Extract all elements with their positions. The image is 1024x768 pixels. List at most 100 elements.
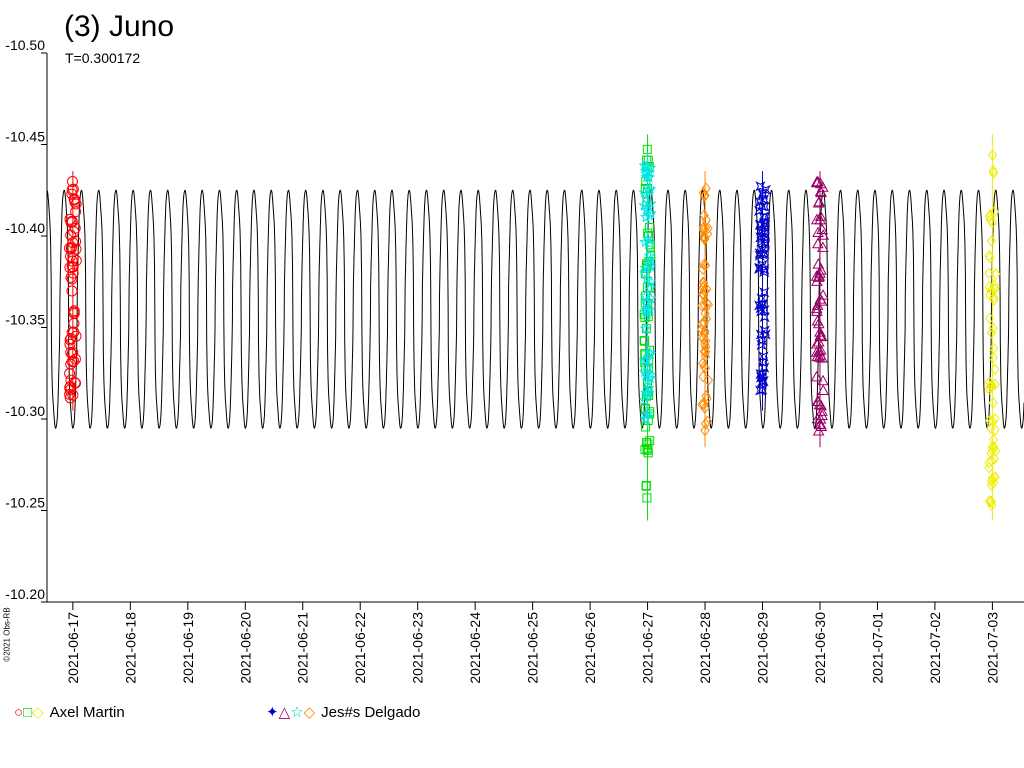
data-series [638, 152, 657, 429]
data-point [641, 481, 651, 491]
model-curve [46, 189, 1024, 429]
ticks-layer: -10.50 -10.45 -10.40 -10.35 -10.30 -10.25 -10.… [5, 37, 1000, 684]
data-point [699, 317, 709, 329]
legend-diamond-icon: ◇ [32, 704, 44, 721]
data-point [643, 249, 656, 261]
legend-item-axel: ○□◇ Axel Martin [14, 703, 125, 722]
data-point [812, 237, 824, 249]
data-point [817, 384, 830, 395]
data-point [66, 273, 78, 285]
x-tick-label: 2021-06-30 [812, 612, 828, 684]
data-point [699, 258, 709, 271]
x-tick-label: 2021-07-03 [984, 612, 1000, 684]
data-point [988, 342, 999, 355]
data-point [699, 345, 709, 358]
legend-star4-icon: ✦ [266, 704, 279, 721]
x-tick-label: 2021-06-20 [237, 612, 253, 684]
x-tick-label: 2021-06-22 [352, 612, 368, 684]
data-point [66, 188, 78, 200]
data-point [814, 418, 827, 429]
data-point [760, 329, 771, 340]
data-point [640, 295, 653, 307]
data-point [645, 436, 655, 446]
y-tick-label: -10.25 [5, 495, 45, 511]
data-point [639, 335, 649, 345]
data-point [989, 279, 1000, 292]
data-point [810, 305, 823, 316]
data-point [701, 390, 711, 402]
data-point [703, 222, 713, 235]
data-point [641, 307, 654, 319]
data-series [64, 171, 82, 411]
x-tick-label: 2021-06-27 [640, 612, 656, 684]
model-curve-layer [46, 189, 1024, 429]
data-point [984, 376, 995, 388]
data-point [812, 335, 825, 347]
data-point [812, 196, 825, 208]
data-point [989, 205, 1000, 218]
data-point [755, 196, 766, 208]
data-point [987, 415, 997, 427]
data-point [65, 271, 77, 283]
data-point [700, 307, 710, 320]
data-point [984, 456, 994, 469]
data-point [640, 305, 653, 317]
data-point [815, 330, 828, 342]
data-point [759, 201, 770, 212]
data-point [814, 293, 827, 304]
data-point [811, 176, 823, 187]
legend-symbols: ✦△☆◇ [266, 703, 315, 721]
data-point [986, 495, 996, 508]
data-point [814, 213, 827, 225]
data-point [816, 352, 828, 363]
data-point [639, 189, 652, 201]
data-point [642, 493, 652, 503]
data-point [68, 317, 80, 329]
data-point [699, 299, 710, 311]
legend-star-icon: ☆ [290, 704, 304, 721]
data-point [699, 230, 709, 243]
x-tick-label: 2021-06-28 [697, 612, 713, 684]
data-point [816, 223, 828, 234]
data-point [643, 184, 656, 196]
data-point [812, 226, 824, 237]
x-tick-label: 2021-06-26 [582, 612, 598, 684]
data-point [64, 388, 76, 400]
data-point [643, 258, 656, 271]
data-point [700, 424, 710, 437]
axes [46, 53, 1024, 603]
legend-triangle-icon: △ [278, 704, 291, 721]
x-tick-label: 2021-06-23 [410, 612, 426, 684]
data-point [987, 472, 997, 485]
data-point [644, 275, 657, 287]
data-point [757, 244, 768, 255]
legend-item-jesus: ✦△☆◇ Jes#s Delgado [266, 703, 420, 722]
data-point [984, 495, 995, 507]
chart-subtitle: T=0.300172 [65, 50, 141, 66]
data-point [700, 189, 710, 202]
data-point [989, 282, 999, 295]
data-point [639, 303, 653, 316]
data-point [702, 415, 713, 428]
data-point [638, 393, 651, 406]
data-point [816, 241, 829, 252]
data-point [699, 289, 709, 301]
data-point [810, 270, 823, 281]
data-point [66, 255, 78, 267]
data-point [755, 219, 767, 231]
data-point [759, 266, 770, 278]
data-point [991, 268, 1001, 280]
legend-symbols: ○□◇ [14, 703, 44, 721]
data-point [989, 291, 999, 304]
data-point [813, 398, 826, 410]
data-point [988, 165, 998, 177]
data-point [697, 398, 707, 411]
data-point [67, 261, 79, 273]
data-point [643, 346, 656, 358]
data-point [644, 223, 654, 233]
data-point [758, 211, 769, 222]
data-point [697, 331, 707, 343]
data-point [700, 417, 711, 430]
data-point [814, 326, 826, 337]
